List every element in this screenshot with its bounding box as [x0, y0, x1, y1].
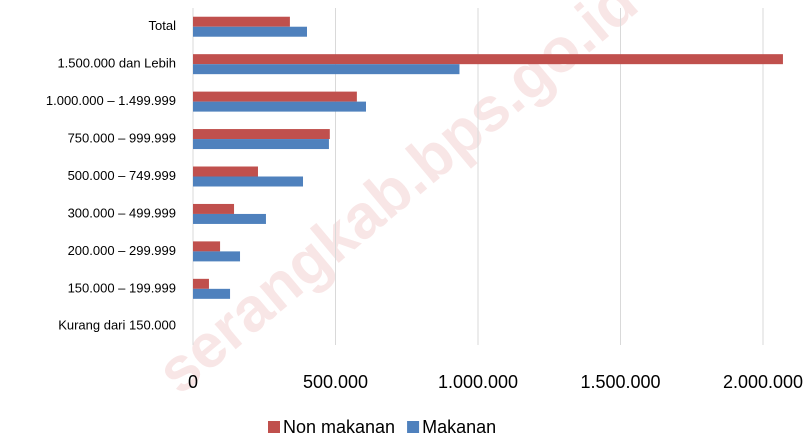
x-tick-label: 500.000: [303, 372, 368, 392]
bar: [193, 278, 209, 289]
x-tick-label: 1.500.000: [580, 372, 660, 392]
bar: [193, 288, 231, 299]
y-tick-label: 750.000 – 999.999: [68, 130, 176, 145]
bar: [193, 203, 235, 214]
x-tick-label: 2.000.000: [723, 372, 803, 392]
y-tick-label: 300.000 – 499.999: [68, 205, 176, 220]
x-tick-label: 1.000.000: [438, 372, 518, 392]
legend-swatch: [407, 421, 420, 433]
bar: [193, 64, 460, 75]
y-tick-label: 150.000 – 199.999: [68, 280, 176, 295]
bar: [193, 166, 258, 177]
y-tick-label: Total: [149, 18, 177, 33]
bar: [193, 251, 241, 262]
bar: [193, 101, 366, 112]
y-tick-label: 500.000 – 749.999: [68, 168, 176, 183]
y-tick-label: 200.000 – 299.999: [68, 243, 176, 258]
y-tick-label: 1.500.000 dan Lebih: [57, 56, 176, 71]
bar: [193, 213, 266, 224]
bar: [193, 16, 290, 27]
bar: [193, 129, 330, 140]
bar: [193, 26, 307, 37]
legend-label: Non makanan: [283, 417, 395, 437]
bar: [193, 139, 329, 150]
bar: [193, 91, 357, 102]
bar: [193, 54, 783, 65]
x-tick-label: 0: [188, 372, 198, 392]
y-tick-label: Kurang dari 150.000: [58, 318, 176, 333]
legend-label: Makanan: [422, 417, 496, 437]
y-tick-label: 1.000.000 – 1.499.999: [46, 93, 176, 108]
bar: [193, 241, 221, 252]
legend-swatch: [268, 421, 280, 433]
bar: [193, 176, 304, 187]
